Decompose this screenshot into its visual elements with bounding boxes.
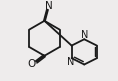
Text: N: N	[67, 57, 74, 67]
Text: N: N	[45, 1, 52, 11]
Text: N: N	[81, 30, 88, 40]
Text: O: O	[28, 60, 36, 69]
